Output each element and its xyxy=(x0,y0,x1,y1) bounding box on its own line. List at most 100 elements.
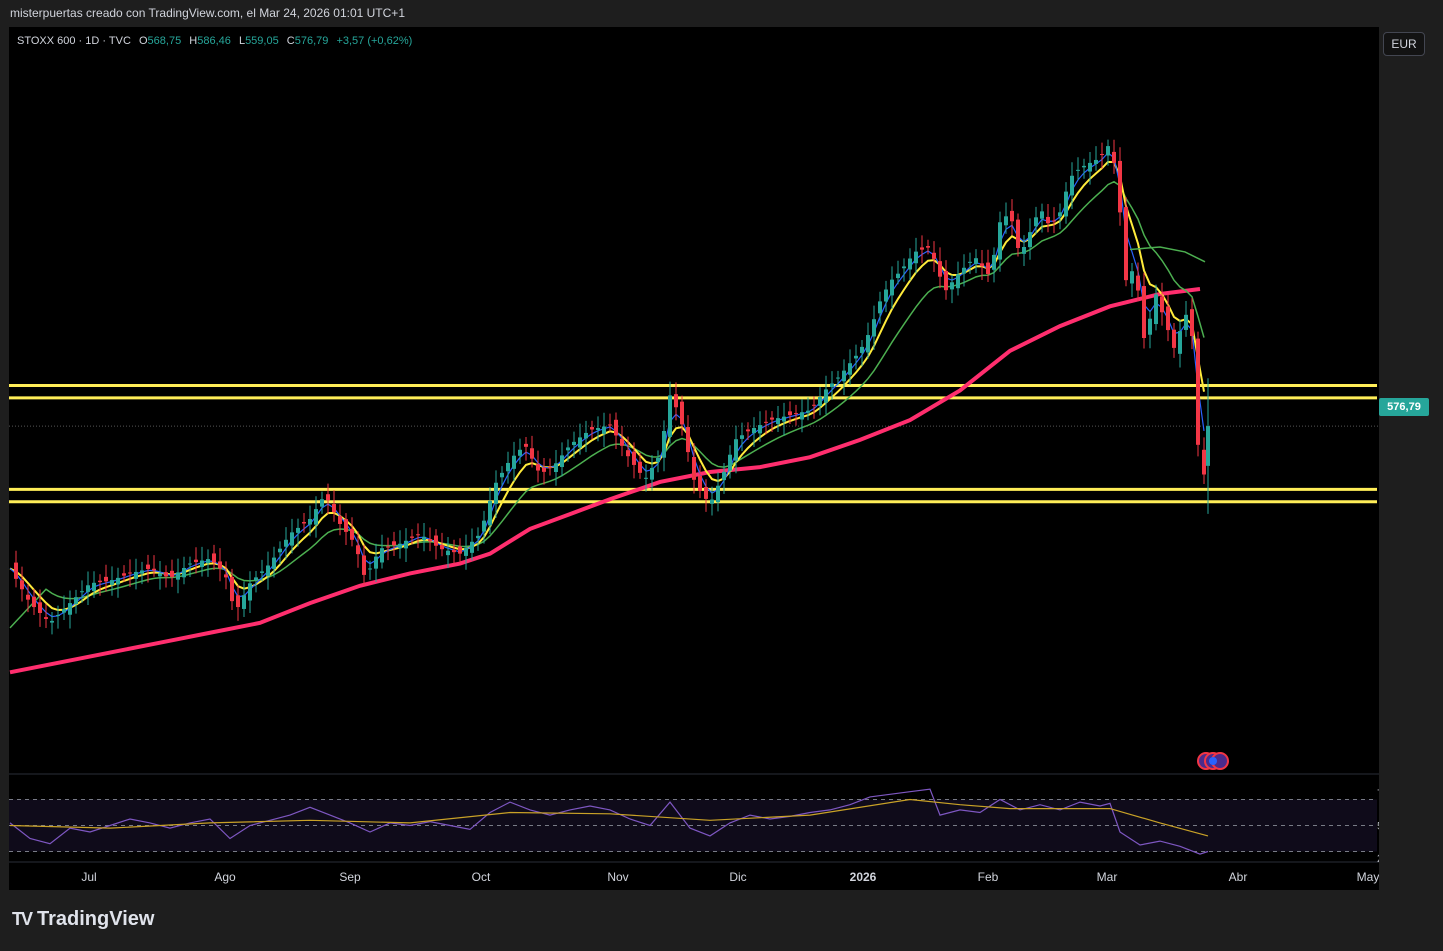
candle-body xyxy=(1052,220,1056,222)
candle-body xyxy=(974,258,978,265)
candle-body xyxy=(638,461,642,473)
candle-body xyxy=(398,543,402,549)
candle-body xyxy=(890,279,894,296)
candle-body xyxy=(752,428,756,434)
candle-body xyxy=(980,263,984,267)
candle-body xyxy=(1100,154,1104,156)
date-axis-label: Mar xyxy=(1097,870,1118,884)
candle-body xyxy=(692,457,696,480)
candle-body xyxy=(1046,216,1050,224)
candle-body xyxy=(1028,232,1032,248)
candle-body xyxy=(950,282,954,290)
candle-body xyxy=(68,603,72,615)
candle-body xyxy=(824,389,828,403)
candle-body xyxy=(626,450,630,457)
rsi-axis-label: 75,00 xyxy=(1377,788,1379,800)
candle-body xyxy=(344,519,348,532)
candle-body xyxy=(140,570,144,574)
candle-body xyxy=(818,397,822,406)
candle-body xyxy=(722,471,726,481)
candle-body xyxy=(482,520,486,532)
legend-open: 568,75 xyxy=(147,35,182,47)
candle-body xyxy=(230,576,234,602)
candle-body xyxy=(200,560,204,568)
candle-body xyxy=(836,377,840,379)
candle-body xyxy=(1076,169,1080,171)
candle-body xyxy=(932,252,936,259)
candle-body xyxy=(386,546,390,548)
candle-body xyxy=(1016,219,1020,248)
sma-200-line xyxy=(9,287,1201,675)
candle-body xyxy=(194,559,198,563)
candle-body xyxy=(878,301,882,314)
candle-body xyxy=(44,617,48,619)
candle-body xyxy=(20,580,24,590)
candle-body xyxy=(986,262,990,275)
candle-body xyxy=(98,580,102,583)
candle-body xyxy=(110,580,114,585)
candle-body xyxy=(272,557,276,569)
date-axis-label: Oct xyxy=(472,870,491,884)
sma-50-line xyxy=(9,180,1205,629)
candle-body xyxy=(764,421,768,423)
candle-body xyxy=(590,427,594,430)
candle-body xyxy=(848,363,852,375)
candle-body xyxy=(464,547,468,556)
date-axis-label: Nov xyxy=(607,870,628,884)
candle-body xyxy=(1178,331,1182,354)
candle-body xyxy=(746,429,750,432)
candle-body xyxy=(302,521,306,524)
date-axis-label: Feb xyxy=(978,870,999,884)
candle-body xyxy=(1094,159,1098,164)
candle-body xyxy=(458,546,462,554)
candle-body xyxy=(920,247,924,250)
candle-body xyxy=(404,540,408,549)
candle-body xyxy=(998,222,1002,260)
candle-body xyxy=(1082,165,1086,168)
rsi-ma-line xyxy=(9,798,1209,837)
candle-body xyxy=(32,596,36,608)
candle-body xyxy=(782,416,786,422)
candle-body xyxy=(1190,309,1194,337)
candle-body xyxy=(1112,151,1116,163)
candle-body xyxy=(830,383,834,388)
currency-button[interactable]: EUR xyxy=(1383,32,1425,56)
candle-body xyxy=(308,519,312,525)
candle-body xyxy=(776,418,780,424)
candle-body xyxy=(632,451,636,465)
candle-body xyxy=(926,246,930,248)
candle-body xyxy=(80,591,84,593)
candle-body xyxy=(254,577,258,581)
candle-body xyxy=(392,541,396,546)
candle-body xyxy=(668,395,672,437)
legend-low: 559,05 xyxy=(245,35,279,47)
candle-body xyxy=(1166,306,1170,331)
legend-symbol: STOXX 600 · 1D · TVC xyxy=(17,35,131,47)
candle-body xyxy=(596,428,600,431)
legend-change: +3,57 (+0,62%) xyxy=(336,35,413,47)
candle-body xyxy=(248,583,252,601)
candle-body xyxy=(884,289,888,302)
candle-body xyxy=(956,274,960,289)
candle-body xyxy=(1160,296,1164,313)
rsi-line xyxy=(9,788,1209,855)
chart-frame[interactable]: 650,00640,00630,00620,00610,00600,00592,… xyxy=(9,27,1379,890)
candle-body xyxy=(938,261,942,277)
legend-high: 586,46 xyxy=(197,35,231,47)
date-axis-label: Jul xyxy=(81,870,96,884)
chart-canvas[interactable]: 650,00640,00630,00620,00610,00600,00592,… xyxy=(9,27,1379,890)
candle-body xyxy=(662,430,666,458)
candle-body xyxy=(338,516,342,524)
candle-body xyxy=(944,270,948,291)
candle-body xyxy=(242,595,246,609)
candle-body xyxy=(542,467,546,472)
candle-body xyxy=(14,562,18,579)
candle-body xyxy=(218,561,222,569)
sma-50-extension xyxy=(1129,246,1206,263)
candle-body xyxy=(680,401,684,425)
date-axis-label: 2026 xyxy=(850,870,877,884)
tradingview-brand[interactable]: TV TradingView xyxy=(12,908,154,931)
candle-body xyxy=(518,449,522,456)
candle-body xyxy=(620,438,624,446)
candle-body xyxy=(704,487,708,499)
